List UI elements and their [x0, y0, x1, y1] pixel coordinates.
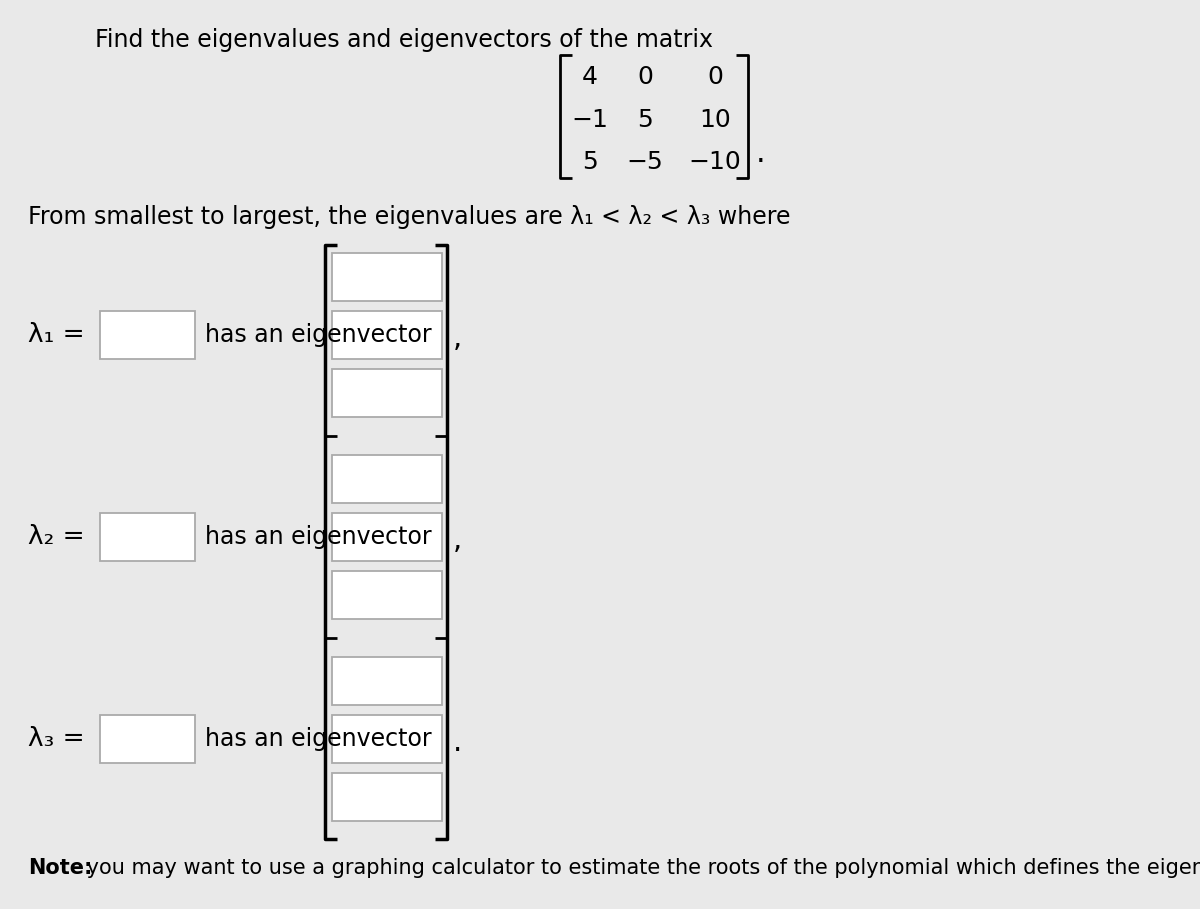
Text: 10: 10: [700, 108, 731, 132]
Text: ,: ,: [454, 325, 462, 353]
Text: From smallest to largest, the eigenvalues are λ₁ < λ₂ < λ₃ where: From smallest to largest, the eigenvalue…: [28, 205, 791, 229]
FancyBboxPatch shape: [100, 715, 194, 763]
Text: λ₃ =: λ₃ =: [28, 726, 85, 752]
Text: 0: 0: [707, 65, 722, 89]
FancyBboxPatch shape: [332, 455, 442, 503]
Text: ,: ,: [454, 527, 462, 555]
Text: .: .: [756, 139, 766, 168]
Text: 5: 5: [637, 108, 653, 132]
FancyBboxPatch shape: [332, 715, 442, 763]
Text: has an eigenvector: has an eigenvector: [205, 525, 432, 549]
Text: −10: −10: [689, 150, 742, 174]
Text: you may want to use a graphing calculator to estimate the roots of the polynomia: you may want to use a graphing calculato…: [80, 858, 1200, 878]
Text: −5: −5: [626, 150, 664, 174]
Text: .: .: [454, 729, 462, 757]
FancyBboxPatch shape: [332, 311, 442, 359]
FancyBboxPatch shape: [100, 513, 194, 561]
Text: λ₁ =: λ₁ =: [28, 322, 85, 348]
FancyBboxPatch shape: [100, 311, 194, 359]
FancyBboxPatch shape: [332, 513, 442, 561]
Text: λ₂ =: λ₂ =: [28, 524, 85, 550]
FancyBboxPatch shape: [332, 773, 442, 821]
Text: 5: 5: [582, 150, 598, 174]
Text: 4: 4: [582, 65, 598, 89]
FancyBboxPatch shape: [332, 253, 442, 301]
Text: −1: −1: [571, 108, 608, 132]
FancyBboxPatch shape: [332, 657, 442, 705]
Text: has an eigenvector: has an eigenvector: [205, 727, 432, 751]
Text: Note:: Note:: [28, 858, 92, 878]
Text: has an eigenvector: has an eigenvector: [205, 323, 432, 347]
Text: Find the eigenvalues and eigenvectors of the matrix: Find the eigenvalues and eigenvectors of…: [95, 28, 713, 52]
FancyBboxPatch shape: [332, 369, 442, 417]
Text: 0: 0: [637, 65, 653, 89]
FancyBboxPatch shape: [332, 571, 442, 619]
